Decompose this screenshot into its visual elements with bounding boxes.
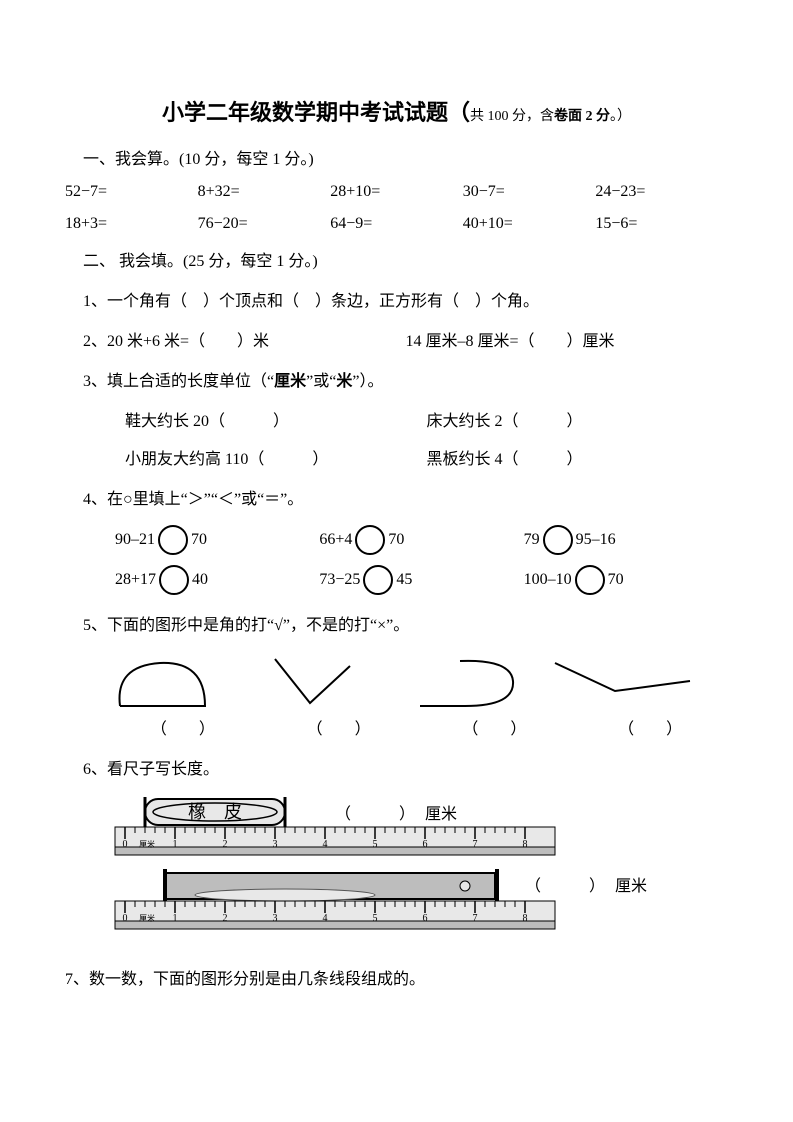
circle-blank [363,565,393,595]
svg-text:1: 1 [173,913,178,924]
unit-1: 厘米 [425,805,457,823]
ruler-figure: 橡 皮 （ ） 厘米 0 1 2 3 4 5 6 7 8 厘米 （ ） 厘米 [105,795,665,945]
title-main: 小学二年级数学期中考试试题（ [162,100,470,125]
shape-open-angle [545,651,695,711]
arith-item: 28+10= [330,183,463,201]
arith-item: 8+32= [198,183,331,201]
circle-blank [159,565,189,595]
title-sub: 共 100 分，含卷面 2 分。） [470,109,631,124]
section-2-head: 二、 我会填。(25 分，每空 1 分。) [83,247,728,271]
svg-text:1: 1 [173,839,178,850]
arith-item: 76−20= [198,215,331,233]
q4-head: 4、在○里填上“＞”“＜”或“＝”。 [83,485,728,509]
arith-item: 18+3= [65,215,198,233]
svg-text:4: 4 [323,839,328,850]
q4-row-2: 28+1740 73−2545 100–1070 [115,565,728,595]
section-1-head: 一、我会算。(10 分，每空 1 分。) [83,145,728,169]
arith-item: 40+10= [463,215,596,233]
ruler-1: 0 1 2 3 4 5 6 7 8 厘米 [115,827,555,855]
q3-item: 床大约长 2（ ） [427,407,729,431]
q3-head: 3、填上合适的长度单位（“厘米”或“米”）。 [83,367,728,391]
circle-blank [575,565,605,595]
arith-row-2: 18+3= 76−20= 64−9= 40+10= 15−6= [65,215,728,233]
svg-text:8: 8 [523,913,528,924]
arith-item: 30−7= [463,183,596,201]
circle-blank [543,525,573,555]
svg-text:5: 5 [373,913,378,924]
svg-text:4: 4 [323,913,328,924]
q4-item: 28+1740 [115,565,319,595]
q4-item: 100–1070 [524,565,728,595]
q4-item: 90–2170 [115,525,319,555]
svg-text:7: 7 [473,839,478,850]
q7: 7、数一数，下面的图形分别是由几条线段组成的。 [65,965,728,989]
svg-text:3: 3 [273,839,278,850]
svg-text:0: 0 [123,839,128,850]
q3-item: 小朋友大约高 110（ ） [125,445,427,469]
q2-b: 14 厘米–8 厘米=（ ）厘米 [406,327,729,351]
q3-row-1: 鞋大约长 20（ ） 床大约长 2（ ） [125,407,728,431]
unit-2: 厘米 [615,877,647,895]
circle-blank [158,525,188,555]
ruler-svg: 橡 皮 （ ） 厘米 0 1 2 3 4 5 6 7 8 厘米 （ ） 厘米 [105,795,665,945]
page-title: 小学二年级数学期中考试试题（共 100 分，含卷面 2 分。） [65,95,728,127]
svg-text:6: 6 [423,913,428,924]
exam-page: 小学二年级数学期中考试试题（共 100 分，含卷面 2 分。） 一、我会算。(1… [0,0,793,1122]
q4-row-1: 90–2170 66+470 7995–16 [115,525,728,555]
q2: 2、20 米+6 米=（ ）米 14 厘米–8 厘米=（ ）厘米 [83,327,728,351]
q1: 1、一个角有（ ）个顶点和（ ）条边，正方形有（ ）个角。 [83,287,728,311]
svg-text:8: 8 [523,839,528,850]
svg-text:5: 5 [373,839,378,850]
svg-text:3: 3 [273,913,278,924]
svg-text:2: 2 [223,913,228,924]
paren-blank: （ ） [572,715,728,739]
arith-item: 24−23= [595,183,728,201]
q4-item: 66+470 [319,525,523,555]
circle-blank [355,525,385,555]
paren-blank: （ ） [105,715,261,739]
svg-text:厘米: 厘米 [139,839,155,849]
blank-2: （ ） [525,877,605,895]
q3-item: 鞋大约长 20（ ） [125,407,427,431]
shape-closed-curve [105,651,225,711]
svg-text:厘米: 厘米 [139,913,155,923]
svg-text:2: 2 [223,839,228,850]
q5-head: 5、下面的图形中是角的打“√”，不是的打“×”。 [83,611,728,635]
svg-text:0: 0 [123,913,128,924]
second-object [165,873,495,901]
q3-item: 黑板约长 4（ ） [427,445,729,469]
q4-item: 7995–16 [524,525,728,555]
q3-row-2: 小朋友大约高 110（ ） 黑板约长 4（ ） [125,445,728,469]
blank-1: （ ） [335,805,415,823]
q4-item: 73−2545 [319,565,523,595]
q5-paren-row: （ ） （ ） （ ） （ ） [105,715,728,739]
q5-shapes [105,651,728,711]
paren-blank: （ ） [417,715,573,739]
eraser-label: 橡 皮 [188,802,242,822]
shape-loop [405,651,525,711]
paren-blank: （ ） [261,715,417,739]
shape-angle-v [255,651,375,711]
arith-item: 52−7= [65,183,198,201]
arith-item: 15−6= [595,215,728,233]
q6-head: 6、看尺子写长度。 [83,755,728,779]
ruler-2: 0 1 2 3 4 5 6 7 8 厘米 [115,901,555,929]
eraser-icon: 橡 皮 [145,799,285,825]
q2-a: 2、20 米+6 米=（ ）米 [83,327,406,351]
svg-text:6: 6 [423,839,428,850]
arith-item: 64−9= [330,215,463,233]
arith-row-1: 52−7= 8+32= 28+10= 30−7= 24−23= [65,183,728,201]
svg-text:7: 7 [473,913,478,924]
